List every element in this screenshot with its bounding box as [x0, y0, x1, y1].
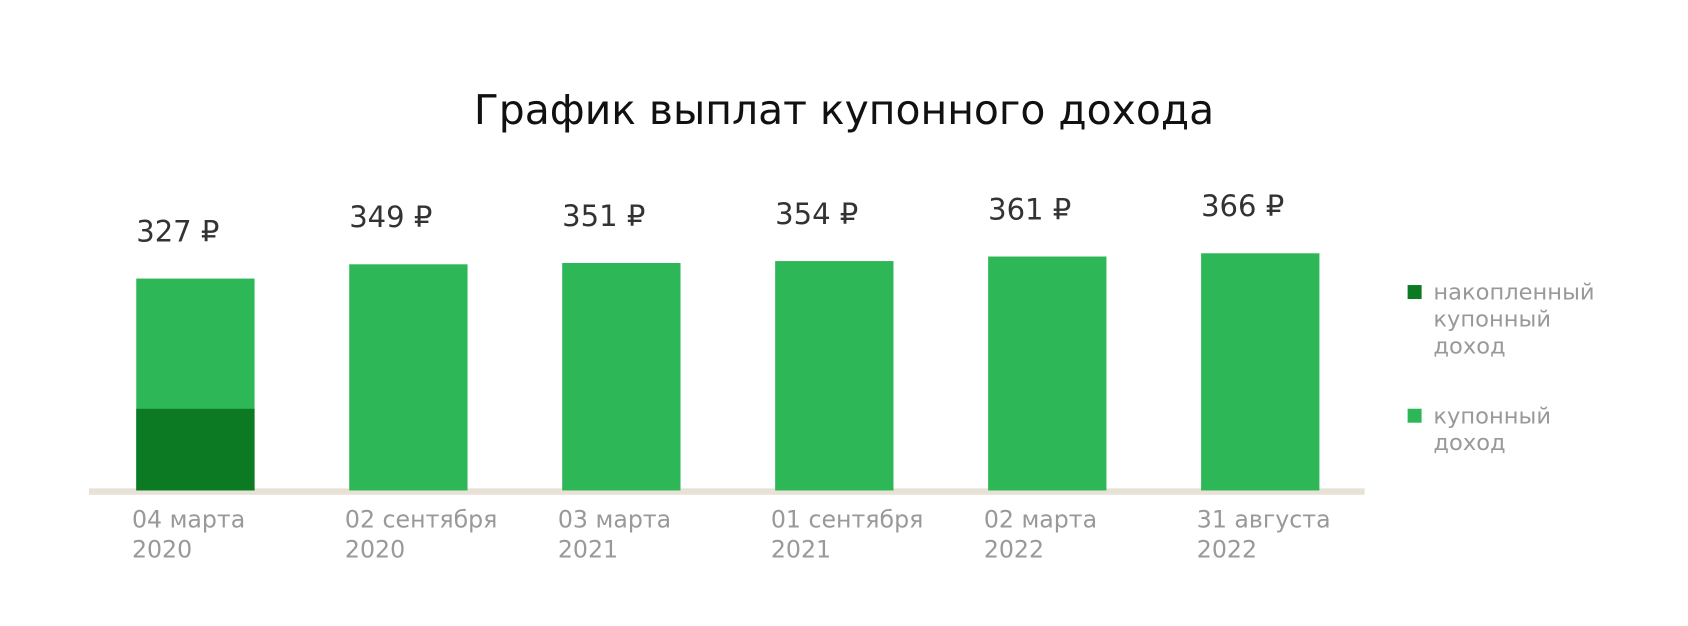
x-tick-label: 03 марта 2021 [558, 505, 679, 563]
x-axis [88, 488, 1365, 495]
bar [136, 408, 255, 491]
x-tick-label: 02 марта 2022 [984, 505, 1105, 563]
x-tick-label: 01 сентября 2021 [771, 505, 931, 563]
bar [775, 261, 894, 491]
x-tick-label: 02 сентября 2020 [345, 505, 505, 563]
value-label: 366 ₽ [1201, 189, 1284, 223]
legend-label: накопленный купонный доход [1433, 279, 1601, 359]
bar [349, 264, 468, 491]
bar [1201, 253, 1320, 491]
legend-swatch [1407, 408, 1422, 423]
value-label: 361 ₽ [988, 192, 1071, 226]
chart-title: График выплат купонного дохода [474, 86, 1214, 134]
legend-label: купонный доход [1433, 403, 1558, 456]
value-label: 327 ₽ [136, 214, 219, 248]
legend-swatch [1407, 285, 1422, 300]
value-label: 351 ₽ [562, 199, 645, 233]
value-label: 349 ₽ [349, 200, 432, 234]
x-tick-label: 31 августа 2022 [1197, 505, 1338, 563]
bar [562, 263, 681, 491]
value-label: 354 ₽ [775, 197, 858, 231]
bar [988, 256, 1107, 491]
x-tick-label: 04 марта 2020 [132, 505, 253, 563]
